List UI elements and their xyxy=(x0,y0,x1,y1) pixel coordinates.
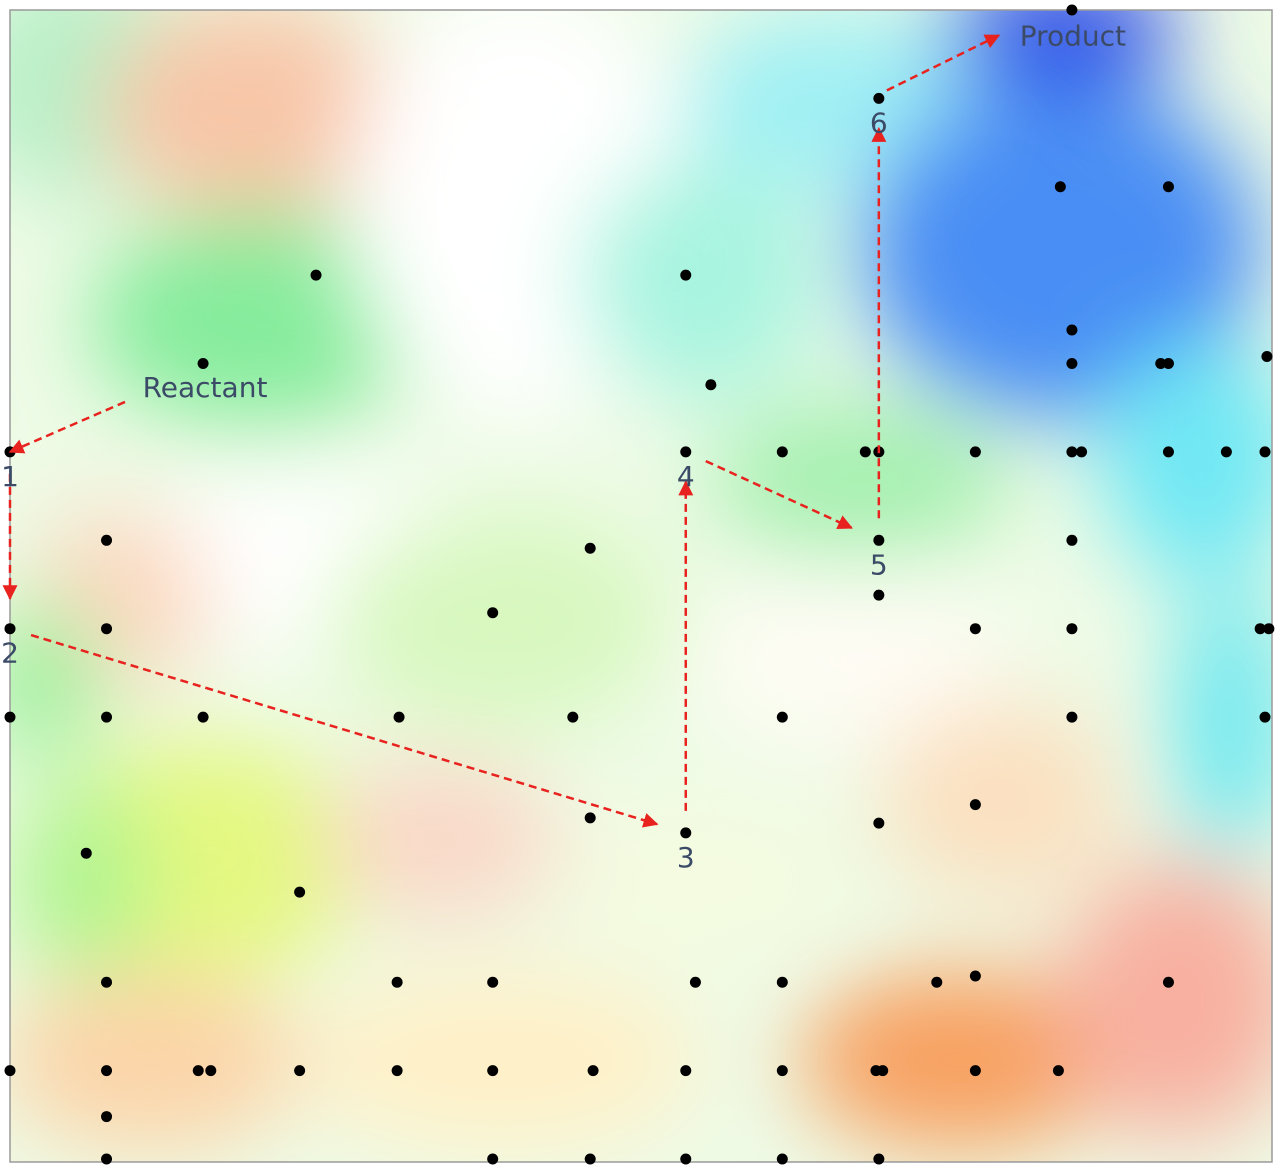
point xyxy=(587,1065,599,1077)
point xyxy=(859,446,871,458)
point xyxy=(1066,534,1078,546)
point xyxy=(1155,358,1167,370)
path-node-label: 3 xyxy=(677,841,695,874)
point xyxy=(680,1065,692,1077)
point xyxy=(873,92,885,104)
point xyxy=(391,1065,403,1077)
point xyxy=(101,534,113,546)
start-label: Reactant xyxy=(143,371,268,404)
point xyxy=(101,1111,113,1123)
point xyxy=(705,379,717,391)
path-node-label: 1 xyxy=(1,460,19,493)
point xyxy=(873,817,885,829)
point xyxy=(1263,623,1275,635)
point xyxy=(1162,446,1174,458)
path-node-label: 6 xyxy=(870,106,888,139)
point xyxy=(393,711,405,723)
point xyxy=(1054,181,1066,193)
point xyxy=(1162,181,1174,193)
point xyxy=(969,1065,981,1077)
point xyxy=(1162,976,1174,988)
point xyxy=(487,1153,499,1165)
point xyxy=(1259,446,1271,458)
point xyxy=(101,711,113,723)
point xyxy=(4,1065,16,1077)
point xyxy=(584,1153,596,1165)
point xyxy=(969,799,981,811)
point xyxy=(205,1065,217,1077)
point xyxy=(873,534,885,546)
point xyxy=(1066,446,1078,458)
point xyxy=(1220,446,1232,458)
end-label: Product xyxy=(1020,19,1126,52)
point xyxy=(1066,324,1078,336)
point xyxy=(584,812,596,824)
point xyxy=(310,269,322,281)
point xyxy=(1052,1065,1064,1077)
point xyxy=(1066,711,1078,723)
path-node-label: 2 xyxy=(1,637,19,670)
path-arrow xyxy=(30,633,659,828)
point xyxy=(101,976,113,988)
point xyxy=(487,976,499,988)
point xyxy=(294,1065,306,1077)
path-node-label: 4 xyxy=(677,460,695,493)
point xyxy=(680,269,692,281)
point xyxy=(776,711,788,723)
point xyxy=(1254,623,1266,635)
path-arrow xyxy=(705,459,853,530)
point xyxy=(1066,623,1078,635)
point xyxy=(877,1065,889,1077)
point xyxy=(680,446,692,458)
point xyxy=(680,827,692,839)
point xyxy=(1076,446,1088,458)
point xyxy=(931,976,943,988)
point xyxy=(873,1153,885,1165)
start-arrow xyxy=(8,400,126,454)
point xyxy=(101,1153,113,1165)
point xyxy=(969,970,981,982)
point xyxy=(487,607,499,619)
point xyxy=(1259,711,1271,723)
point xyxy=(873,589,885,601)
end-arrow xyxy=(886,34,1001,92)
point xyxy=(4,623,16,635)
point xyxy=(391,976,403,988)
point xyxy=(567,711,579,723)
point xyxy=(101,1065,113,1077)
point xyxy=(689,976,701,988)
point xyxy=(680,1153,692,1165)
point xyxy=(101,623,113,635)
point xyxy=(584,542,596,554)
path-node-label: 5 xyxy=(870,548,888,581)
point xyxy=(776,446,788,458)
point xyxy=(776,1065,788,1077)
point xyxy=(1162,358,1174,370)
point xyxy=(776,976,788,988)
point xyxy=(197,358,209,370)
point xyxy=(1261,350,1273,362)
point xyxy=(969,446,981,458)
point xyxy=(294,886,306,898)
point xyxy=(487,1065,499,1077)
point xyxy=(1066,358,1078,370)
point xyxy=(776,1153,788,1165)
point xyxy=(80,847,92,859)
point xyxy=(192,1065,204,1077)
point xyxy=(197,711,209,723)
point xyxy=(969,623,981,635)
point xyxy=(4,711,16,723)
point xyxy=(1066,4,1078,16)
